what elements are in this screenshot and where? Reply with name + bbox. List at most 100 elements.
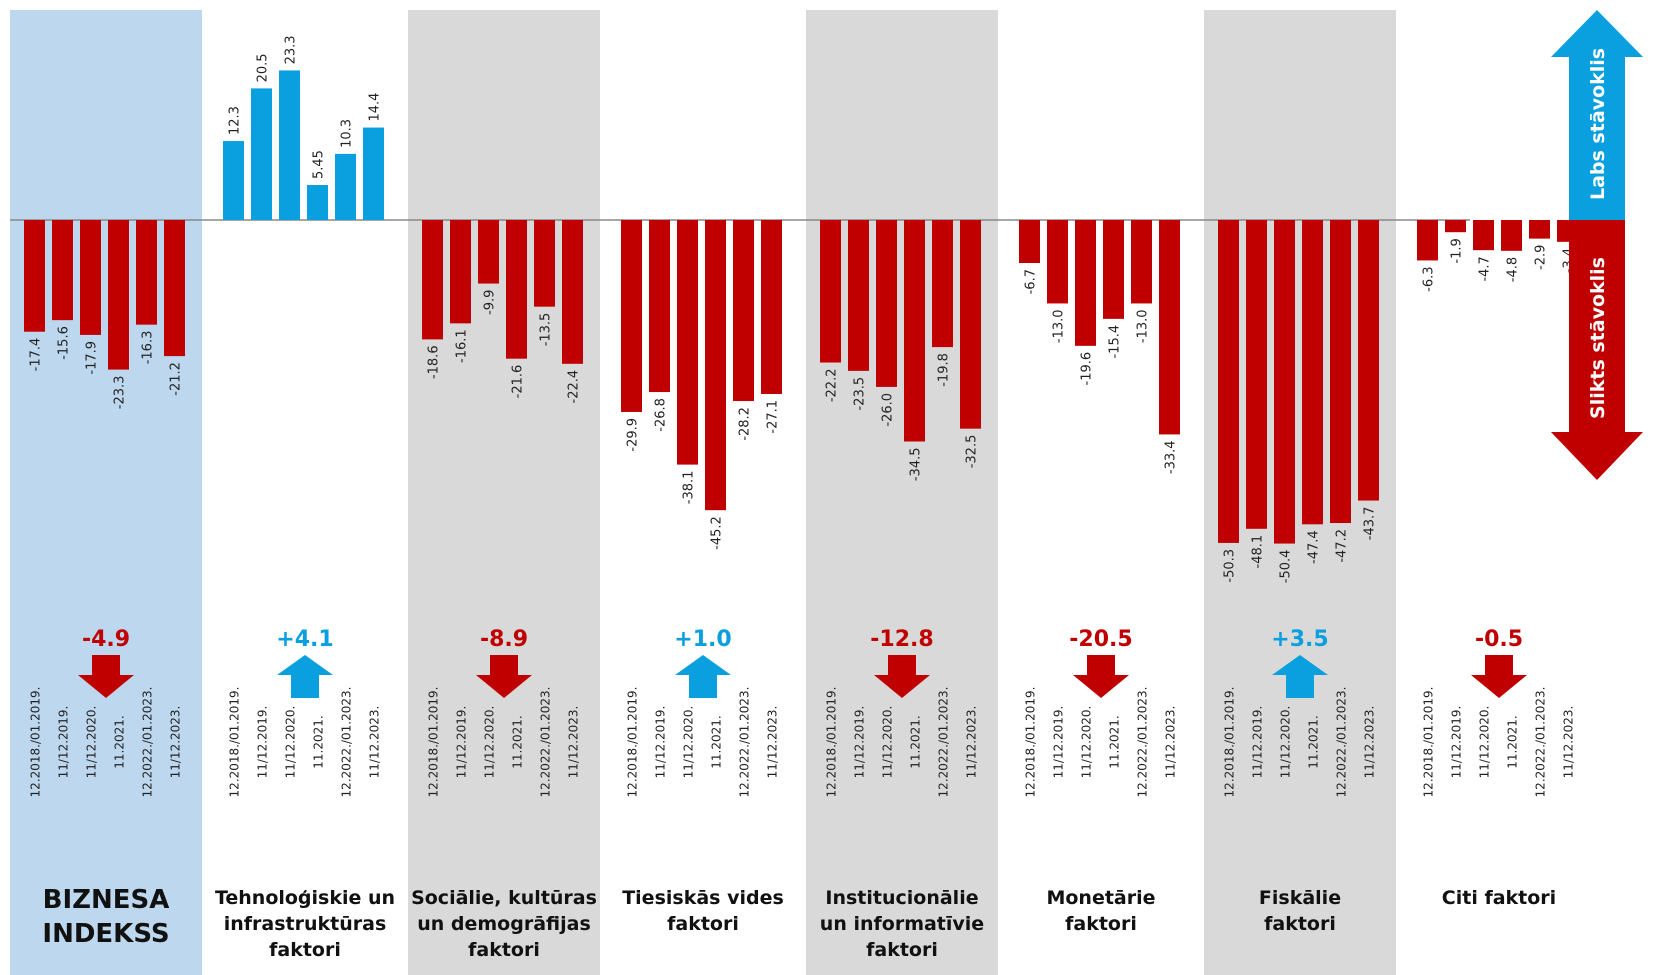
group-label: faktori [1065, 913, 1137, 935]
period-label: 11.2021. [1307, 715, 1321, 768]
bar [534, 220, 555, 307]
bar [1218, 220, 1239, 543]
period-label: 11/12.2019. [1052, 706, 1066, 779]
value-label: -47.2 [1335, 529, 1350, 563]
group-label: faktori [1264, 913, 1336, 935]
bar [820, 220, 841, 363]
period-label: 12.2018./01.2019. [1422, 687, 1436, 798]
bar [136, 220, 157, 325]
bar [733, 220, 754, 402]
change-value: -20.5 [1069, 627, 1132, 652]
value-label: -50.4 [1279, 550, 1294, 584]
period-label: 11.2021. [909, 715, 923, 768]
value-label: -26.0 [881, 393, 896, 427]
period-label: 11/12.2023. [1164, 706, 1178, 779]
period-label: 11/12.2019. [455, 706, 469, 779]
value-label: -45.2 [710, 516, 725, 550]
bar [108, 220, 129, 370]
group-panel-3 [408, 10, 600, 975]
bad-state-arrow: Slikts stāvoklis [1551, 220, 1643, 480]
period-label: 11.2021. [710, 715, 724, 768]
period-label: 12.2018./01.2019. [1223, 687, 1237, 798]
change-value: -8.9 [480, 627, 528, 652]
period-label: 11/12.2019. [1450, 706, 1464, 779]
bar [251, 88, 272, 220]
period-label: 12.2022./01.2023. [141, 687, 155, 798]
value-label: -43.7 [1363, 507, 1378, 541]
group-6: -6.7 12.2018./01.2019. -13.0 11/12.2019. -19… [1019, 220, 1180, 935]
value-label: -13.0 [1052, 309, 1067, 343]
bar [1330, 220, 1351, 524]
bar [164, 220, 185, 357]
bar [848, 220, 869, 371]
value-label: -6.7 [1024, 269, 1039, 294]
good-state-arrow: Labs stāvoklis [1551, 10, 1643, 220]
value-label: -16.3 [141, 331, 156, 365]
value-label: -9.9 [483, 290, 498, 315]
value-label: -16.1 [455, 329, 470, 363]
good-state-label: Labs stāvoklis [1587, 48, 1609, 200]
period-label: 11/12.2020. [483, 706, 497, 779]
group-label: infrastruktūras [224, 913, 387, 935]
arrow-down-icon [874, 655, 930, 698]
value-label: -15.6 [57, 326, 72, 360]
change-value: +4.1 [276, 627, 333, 652]
arrow-down-icon [1471, 655, 1527, 698]
bar [1047, 220, 1068, 304]
value-label: -4.7 [1478, 256, 1493, 281]
group-label: faktori [667, 913, 739, 935]
bad-state-label: Slikts stāvoklis [1587, 257, 1609, 419]
period-label: 11/12.2019. [654, 706, 668, 779]
period-label: 11/12.2023. [1562, 706, 1576, 779]
group-panel-5 [806, 10, 998, 975]
period-label: 12.2018./01.2019. [29, 687, 43, 798]
bar [223, 141, 244, 220]
arrow-up-icon [675, 655, 731, 698]
value-label: -23.5 [853, 377, 868, 411]
period-label: 12.2022./01.2023. [937, 687, 951, 798]
period-label: 11.2021. [511, 715, 525, 768]
value-label: 14.4 [368, 93, 383, 122]
value-label: 10.3 [340, 119, 355, 148]
value-label: -13.5 [539, 313, 554, 347]
period-label: 11/12.2020. [1478, 706, 1492, 779]
value-label: -21.2 [169, 362, 184, 396]
bar [450, 220, 471, 324]
period-label: 11.2021. [1506, 715, 1520, 768]
period-label: 11/12.2023. [567, 706, 581, 779]
group-7: -50.3 12.2018./01.2019. -48.1 11/12.2019. -5… [1218, 220, 1379, 935]
bar-groups: -17.412.2018./01.2019.-15.611/12.2019.-1… [24, 35, 1578, 961]
bar [52, 220, 73, 321]
value-label: -32.5 [965, 435, 980, 469]
value-label: 5.45 [312, 150, 327, 179]
change-value: -12.8 [870, 627, 933, 652]
group-2: 12.3 12.2018./01.2019. 20.5 11/12.2019. 23.3… [215, 35, 395, 961]
value-label: -21.6 [511, 365, 526, 399]
group-label: faktori [468, 939, 540, 961]
period-label: 11/12.2023. [965, 706, 979, 779]
change-value: +3.5 [1271, 627, 1328, 652]
bar [621, 220, 642, 412]
period-label: 11/12.2020. [881, 706, 895, 779]
period-label: 12.2022./01.2023. [340, 687, 354, 798]
bar [960, 220, 981, 429]
value-label: -28.2 [738, 407, 753, 441]
group-1: -17.4 12.2018./01.2019. -15.6 11/12.2019. -1… [24, 220, 185, 949]
bar [1103, 220, 1124, 319]
bar [1019, 220, 1040, 264]
bar [649, 220, 670, 393]
bar [1501, 220, 1522, 251]
period-label: 11/12.2019. [1251, 706, 1265, 779]
value-label: 12.3 [228, 106, 243, 135]
value-label: 20.5 [256, 53, 271, 82]
period-label: 11.2021. [1108, 715, 1122, 768]
arrow-down-icon [1073, 655, 1129, 698]
period-label: 11/12.2019. [853, 706, 867, 779]
bar [1159, 220, 1180, 435]
bar [1131, 220, 1152, 304]
group-label: Tiesiskās vides [622, 887, 784, 909]
value-label: -34.5 [909, 447, 924, 481]
bar [677, 220, 698, 465]
value-label: -38.1 [682, 471, 697, 505]
